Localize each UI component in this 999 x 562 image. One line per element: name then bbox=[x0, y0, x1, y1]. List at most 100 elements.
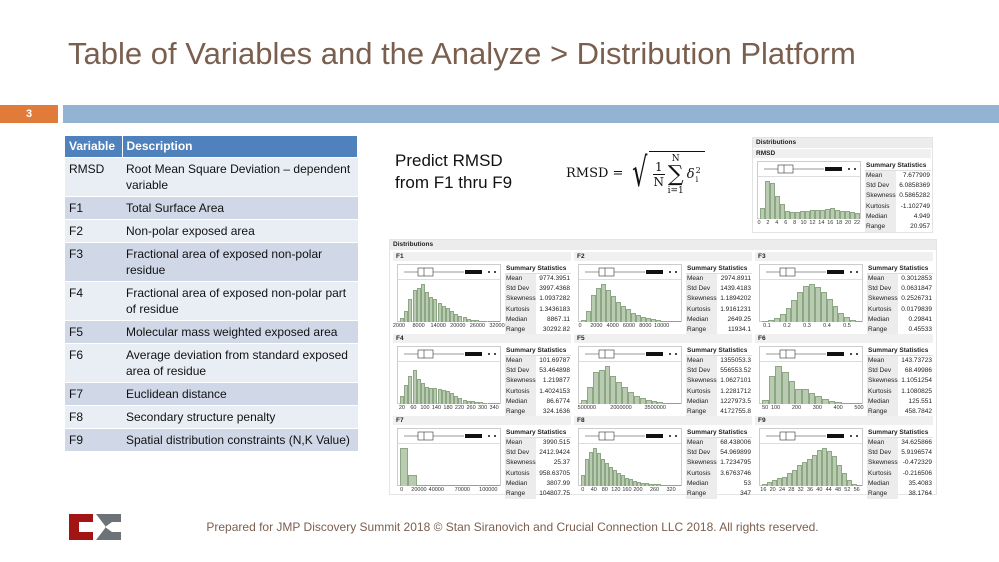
stat-value: 2412.9424 bbox=[539, 449, 570, 457]
histogram-bar bbox=[479, 402, 484, 404]
tick-label: 2 bbox=[766, 220, 770, 226]
histogram-bar bbox=[441, 306, 446, 322]
tick-label: 14000 bbox=[430, 323, 446, 329]
stat-label: Skewness bbox=[865, 191, 896, 202]
histogram-bar bbox=[848, 403, 856, 404]
tick-label: 0 bbox=[400, 487, 404, 493]
variable-name: F9 bbox=[65, 427, 122, 451]
stat-row: Std Dev 68.49986 bbox=[867, 366, 933, 377]
box-plot bbox=[760, 265, 862, 280]
stat-value: 0.29841 bbox=[908, 315, 933, 323]
stat-value: 7.677909 bbox=[902, 172, 930, 179]
stat-label: Range bbox=[867, 324, 898, 336]
stat-row: Skewness 1.1894202 bbox=[686, 294, 752, 305]
header-bar bbox=[63, 105, 999, 123]
stat-value: 143.73723 bbox=[901, 357, 932, 364]
tick-label: 44 bbox=[825, 487, 832, 493]
stat-value: 1.219877 bbox=[542, 377, 570, 385]
stat-row: Mean 7.677909 bbox=[865, 171, 931, 182]
tick-label: 340 bbox=[489, 405, 499, 411]
stat-value: 0.0179839 bbox=[901, 305, 932, 313]
stat-row: Kurtosis 1.1080825 bbox=[867, 386, 933, 397]
tick-label: 0.3 bbox=[803, 323, 811, 329]
histogram-bar bbox=[613, 470, 617, 486]
predict-text: Predict RMSD from F1 thru F9 bbox=[395, 150, 545, 194]
histogram bbox=[398, 363, 500, 404]
histogram-bar bbox=[622, 386, 629, 404]
stat-value: 1.3436183 bbox=[539, 305, 570, 313]
x-axis-ticks: 0 40 80 120 160 200 260 320 bbox=[578, 487, 682, 495]
stat-label: Median bbox=[867, 314, 898, 325]
histogram-bar bbox=[795, 388, 802, 404]
histogram-bar bbox=[592, 371, 599, 404]
variable-description: Fractional area of exposed non-polar res… bbox=[122, 241, 358, 281]
tick-label: 0 bbox=[578, 323, 582, 329]
stat-label: Median bbox=[505, 314, 536, 325]
variable-label: F6 bbox=[755, 334, 933, 343]
histogram-bar bbox=[768, 375, 776, 404]
box-plot-shape bbox=[404, 431, 496, 441]
table-row: F8 Secondary structure penalty bbox=[65, 404, 358, 428]
histogram-bar bbox=[581, 400, 587, 404]
histogram-plot bbox=[578, 428, 682, 486]
histogram-bar bbox=[802, 462, 807, 486]
summary-statistics: Summary Statistics Mean 68.438006 Std Dev 54… bbox=[686, 428, 752, 500]
tick-label: 200 bbox=[791, 405, 802, 411]
stat-value: 35.4083 bbox=[908, 479, 933, 487]
histogram-bar bbox=[458, 398, 463, 404]
histogram-bar bbox=[420, 284, 425, 322]
summary-statistics: Summary Statistics Mean 101.69787 Std Dev 53… bbox=[505, 346, 571, 418]
histogram-bar bbox=[416, 484, 425, 486]
stat-value: -1.102749 bbox=[900, 202, 930, 210]
histogram-plot bbox=[578, 264, 682, 322]
histogram-bar bbox=[842, 472, 847, 486]
histogram-bar bbox=[765, 181, 770, 219]
histogram-bar bbox=[641, 317, 646, 322]
tick-label: 40 bbox=[590, 487, 597, 493]
summation: N ∑ i=1 bbox=[668, 154, 684, 196]
distribution-f5: F5 500000 2000000 3500000 Summary Statisti… bbox=[574, 334, 752, 418]
summary-statistics: Summary Statistics Mean 34.625866 Std Dev 5.… bbox=[867, 428, 933, 500]
variables-table: Variable Description RMSD Root Mean Squar… bbox=[65, 136, 358, 451]
histogram-bar bbox=[800, 211, 805, 219]
histogram-bar bbox=[830, 208, 835, 219]
x-axis-ticks: 16 20 24 28 32 36 40 44 48 52 56 bbox=[759, 487, 863, 495]
stat-row: Range 324.1636 bbox=[505, 406, 571, 418]
tick-label: 6000 bbox=[622, 323, 636, 329]
stat-label: Kurtosis bbox=[867, 468, 898, 479]
stat-label: Mean bbox=[867, 274, 898, 285]
histogram-bar bbox=[610, 375, 617, 404]
histogram-bar bbox=[773, 318, 780, 322]
stat-row: Skewness 1.1051254 bbox=[867, 376, 933, 387]
histogram-bar bbox=[828, 401, 836, 404]
stat-label: Median bbox=[686, 314, 717, 325]
stat-value: 5.9196574 bbox=[901, 449, 932, 457]
tick-label: 0 bbox=[757, 220, 761, 226]
tick-label: 4 bbox=[775, 220, 779, 226]
histogram-bar bbox=[416, 287, 421, 322]
tick-label: 180 bbox=[443, 405, 453, 411]
histogram-bar bbox=[676, 321, 681, 322]
histogram-bar bbox=[809, 284, 815, 322]
x-axis-ticks: 0.1 0.2 0.3 0.4 0.5 bbox=[759, 323, 863, 331]
x-axis-ticks: 20 60 100 140 180 220 260 300 340 bbox=[397, 405, 501, 413]
stat-label: Mean bbox=[865, 171, 896, 182]
histogram-bar bbox=[416, 379, 421, 404]
variable-description: Spatial distribution constraints (N,K Va… bbox=[122, 427, 358, 451]
crucial-connection-logo bbox=[67, 512, 123, 547]
stat-value: 68.49986 bbox=[904, 367, 932, 375]
stat-row: Std Dev 6.0858369 bbox=[865, 181, 931, 192]
box-plot-shape bbox=[766, 267, 858, 277]
predict-line-1: Predict RMSD bbox=[395, 151, 503, 170]
stat-value: 53.464898 bbox=[539, 367, 570, 375]
denominator: N bbox=[653, 175, 665, 189]
stat-value: 1.9161231 bbox=[720, 305, 751, 313]
summary-title: Summary Statistics bbox=[505, 346, 571, 356]
table-row: F7 Euclidean distance bbox=[65, 381, 358, 405]
histogram-bar bbox=[675, 403, 681, 404]
tick-label: 22 bbox=[853, 220, 861, 226]
histogram-bar bbox=[425, 291, 430, 322]
stat-value: 3.6763746 bbox=[720, 469, 751, 477]
tick-label: 120 bbox=[611, 487, 621, 493]
